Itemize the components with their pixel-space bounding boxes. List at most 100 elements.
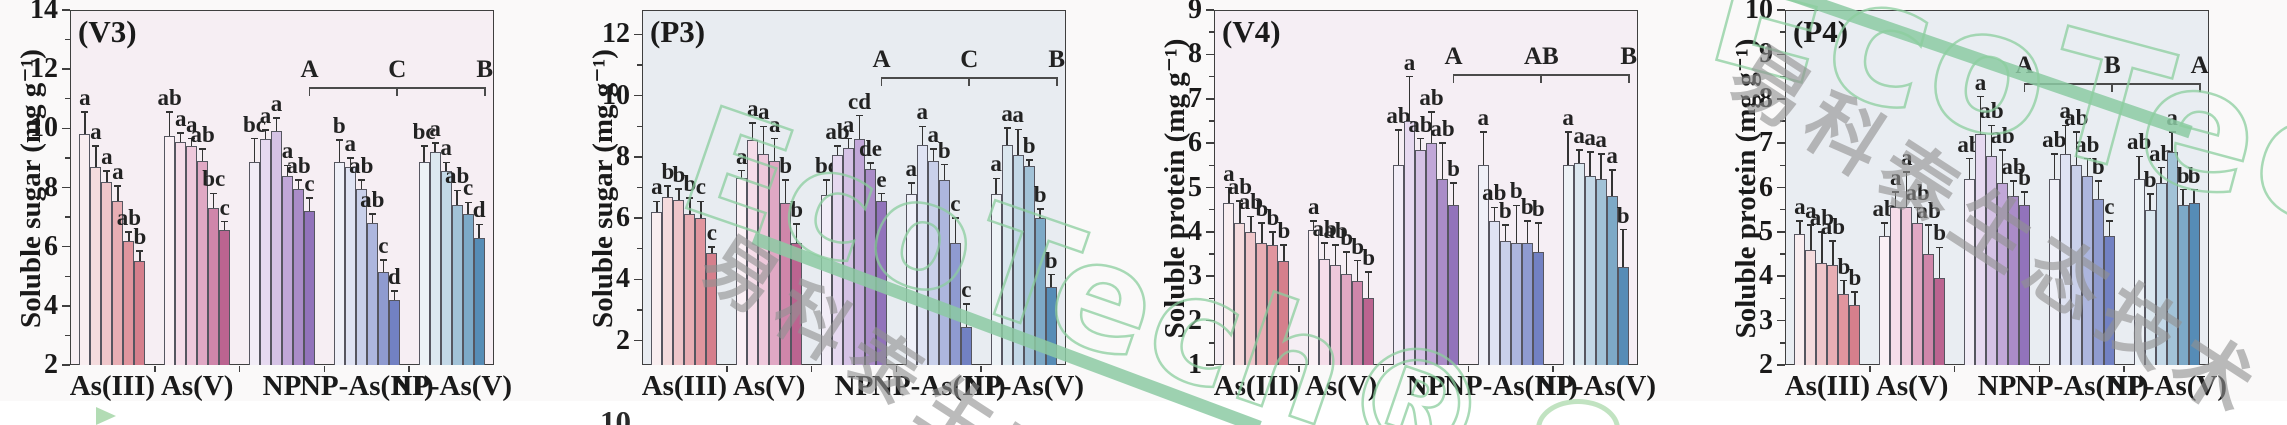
bar — [333, 162, 345, 365]
error-bar-line — [1356, 260, 1359, 281]
bar — [388, 299, 400, 365]
bar — [949, 242, 961, 365]
error-bar-line — [773, 138, 776, 162]
y-tick-label: 8 — [44, 171, 58, 203]
sig-letter: a — [2166, 105, 2178, 131]
bar — [2048, 178, 2060, 365]
sig-letter: b — [937, 137, 951, 163]
y-tick-label: 5 — [1759, 215, 1773, 247]
error-bar-cap — [962, 303, 970, 305]
error-bar-line — [1050, 274, 1052, 287]
sig-letter: b — [2187, 162, 2201, 188]
error-bar-cap — [1417, 137, 1424, 140]
y-minor-tick — [65, 216, 70, 218]
error-bar-line — [2064, 125, 2067, 155]
sig-letter: b — [672, 162, 686, 188]
bar — [916, 144, 928, 365]
bar — [1488, 220, 1500, 365]
error-bar-line — [1821, 231, 1823, 263]
y-tick-label: 10 — [30, 112, 58, 144]
bar — [260, 138, 271, 365]
sig-letter: b — [1022, 132, 1036, 158]
error-bar-cap — [653, 200, 661, 203]
y-minor-tick — [1209, 120, 1214, 122]
sig-letter: b — [1531, 196, 1545, 221]
error-bar-cap — [929, 148, 937, 150]
error-bar-cap — [81, 111, 89, 113]
sig-letter: ab — [444, 163, 470, 189]
bar — [1426, 143, 1437, 365]
error-bar-line — [678, 189, 680, 200]
y-minor-tick — [1209, 164, 1214, 166]
error-bar-cap — [2094, 180, 2102, 182]
y-major-tick — [1206, 97, 1214, 100]
bar — [123, 240, 135, 365]
bar — [990, 193, 1002, 365]
y-minor-tick — [1209, 297, 1214, 300]
error-bar-cap — [1534, 222, 1542, 224]
panel-p3: 2 4 6 8 10 12 Soluble sugar (mg g⁻¹) (P3) As(III… — [572, 0, 1144, 425]
error-bar-cap — [940, 163, 948, 166]
panel-p4: 2 3 4 5 6 7 8 9 10 Soluble protein (mg g⁻¹) (P4) As… — [1715, 0, 2287, 425]
error-bar-cap — [1881, 222, 1889, 224]
sig-letter: a — [1001, 100, 1013, 126]
y-tick-label: 6 — [1188, 127, 1202, 159]
sig-letter: ab — [2001, 153, 2026, 179]
error-bar-line — [1883, 223, 1886, 237]
bracket-letter: C — [960, 46, 979, 74]
sig-letter: ab — [360, 187, 385, 213]
y-minor-tick — [1209, 31, 1214, 33]
sig-letter: c — [695, 174, 706, 200]
sig-letter: a — [185, 111, 198, 137]
y-minor-tick — [65, 275, 70, 277]
sig-letter: ab — [2042, 127, 2067, 153]
bar — [1499, 240, 1511, 365]
sig-letter: ab — [1312, 215, 1337, 241]
error-bar-line — [1799, 220, 1801, 235]
x-boundary-tick — [1467, 366, 1470, 372]
panel-tag: (V3) — [78, 14, 137, 49]
y-major-tick — [634, 94, 642, 97]
error-bar-line — [869, 163, 872, 170]
bar — [2008, 196, 2019, 365]
error-bar-cap — [1036, 208, 1044, 210]
error-bar-line — [2001, 149, 2004, 184]
sig-letter: a — [440, 135, 452, 161]
bar — [1805, 249, 1817, 365]
error-bar-cap — [92, 145, 100, 147]
y-major-tick — [1777, 97, 1785, 100]
error-bar-line — [1854, 291, 1856, 306]
sig-letter: ab — [116, 204, 142, 230]
y-major-tick — [62, 68, 70, 70]
sig-letter: a — [1889, 164, 1902, 190]
bracket-tick — [968, 77, 971, 87]
x-boundary-tick — [980, 366, 982, 372]
error-bar-line — [836, 146, 839, 156]
sig-letter: bc — [412, 119, 436, 145]
bar — [377, 271, 389, 365]
error-bar-line — [910, 182, 913, 194]
error-bar-line — [1905, 171, 1908, 208]
sig-letter: d — [387, 264, 401, 290]
bracket-letter: B — [476, 55, 494, 83]
bar — [271, 131, 282, 365]
sig-letter: ab — [1430, 116, 1455, 142]
sig-letter: b — [332, 113, 346, 139]
y-major-tick — [62, 9, 70, 11]
error-bar-cap — [1225, 186, 1233, 189]
error-bar-cap — [2190, 188, 2198, 191]
x-category-label: NP-As(V) — [391, 370, 512, 402]
error-bar-cap — [475, 223, 483, 226]
error-bar-line — [954, 218, 957, 243]
y-axis-label: Soluble protein (mg g⁻¹) — [1730, 38, 1762, 339]
x-category-label: NP-As(V) — [2106, 370, 2227, 402]
y-minor-tick — [1780, 31, 1785, 33]
error-bar-cap — [1818, 231, 1826, 233]
sig-letter: a — [259, 102, 272, 128]
error-bar-cap — [749, 122, 757, 124]
error-bar-cap — [442, 161, 450, 164]
sig-letter: ab — [1227, 173, 1253, 199]
y-major-tick — [1777, 186, 1785, 189]
bar — [429, 152, 441, 365]
error-bar-cap — [346, 157, 354, 159]
